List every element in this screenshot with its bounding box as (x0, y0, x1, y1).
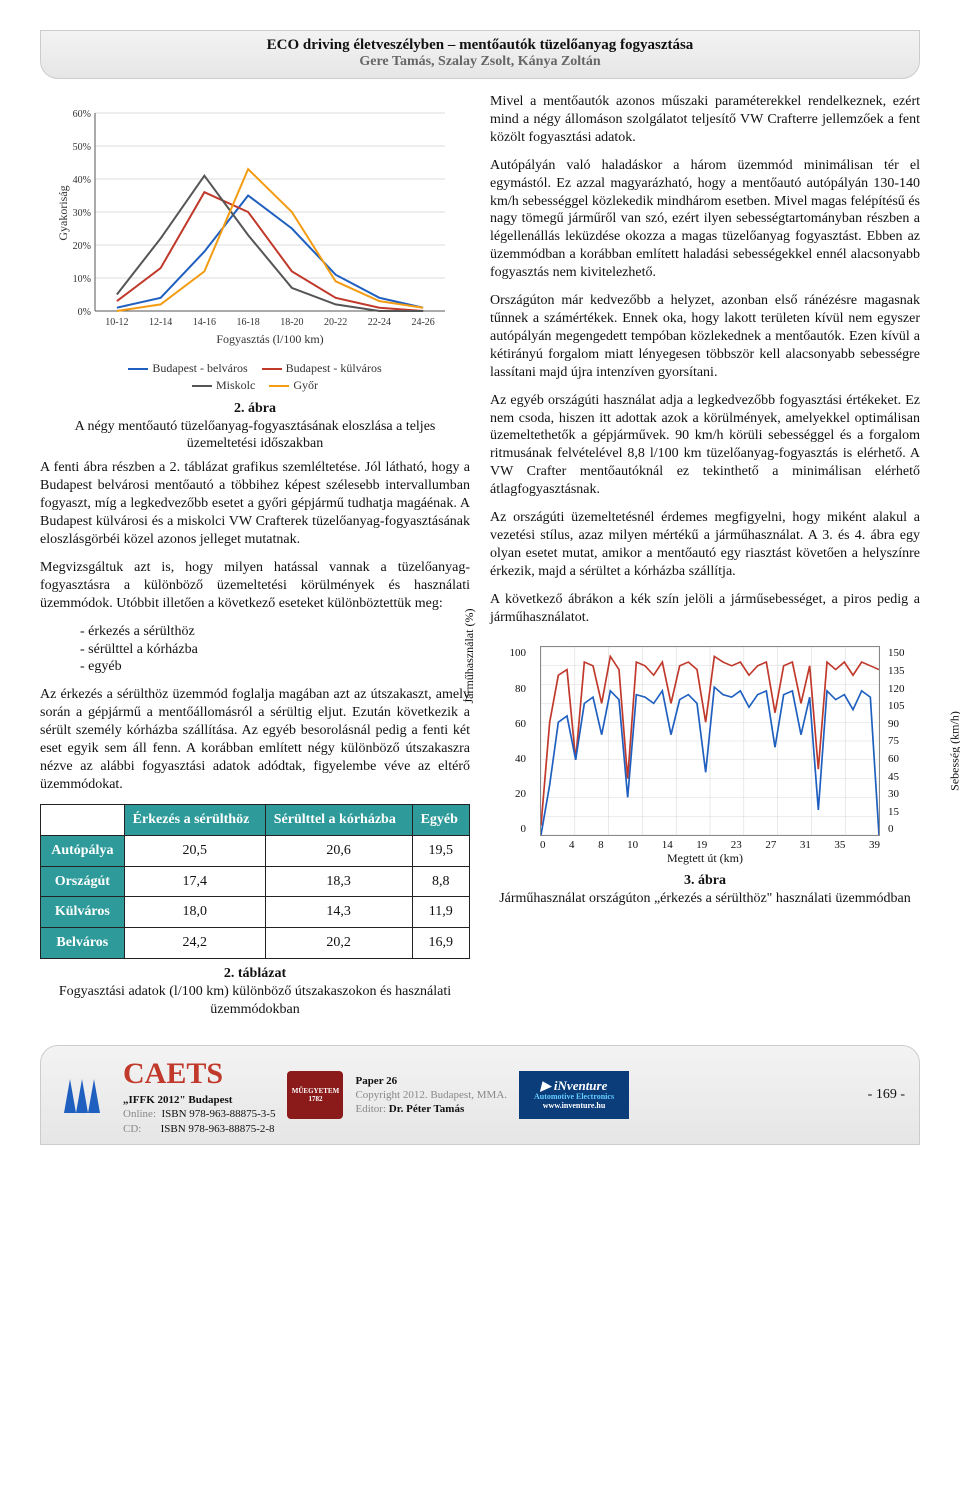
page-footer: CAETS „IFFK 2012" Budapest Online: ISBN … (40, 1045, 920, 1145)
list-item: - sérülttel a kórházba (40, 641, 470, 659)
svg-text:20-22: 20-22 (324, 317, 347, 328)
table-header: Sérülttel a kórházba (265, 804, 412, 835)
list-item: - egyéb (40, 658, 470, 676)
table-row: Külváros18,014,311,9 (41, 897, 470, 928)
figure-3-caption: 3. ábra Járműhasználat országúton „érkez… (490, 872, 920, 908)
table-header: Egyéb (412, 804, 469, 835)
svg-text:16-18: 16-18 (236, 317, 259, 328)
table-row: Országút17,418,38,8 (41, 866, 470, 897)
usage-ylabel-left: Járműhasználat (%) (462, 609, 477, 704)
svg-text:40%: 40% (73, 175, 91, 186)
paragraph: Az érkezés a sérülthöz üzemmód foglalja … (40, 686, 470, 793)
mode-list: - érkezés a sérülthöz- sérülttel a kórhá… (40, 623, 470, 677)
svg-text:14-16: 14-16 (193, 317, 216, 328)
list-item: - érkezés a sérülthöz (40, 623, 470, 641)
paragraph: Az egyéb országúti használat adja a legk… (490, 392, 920, 499)
usage-chart: Járműhasználat (%) Sebesség (km/h) 10080… (490, 636, 920, 866)
logo-icon (55, 1071, 111, 1119)
svg-text:30%: 30% (73, 208, 91, 219)
paragraph: Mivel a mentőautók azonos műszaki paramé… (490, 93, 920, 147)
inventure-logo: ▶ iNventure Automotive Electronics www.i… (519, 1071, 629, 1119)
paragraph: Országúton már kedvezőbb a helyzet, azon… (490, 292, 920, 382)
paragraph: A következő ábrákon a kék szín jelöli a … (490, 591, 920, 627)
svg-text:12-14: 12-14 (149, 317, 172, 328)
table-header: Érkezés a sérülthöz (124, 804, 265, 835)
table-2-caption: 2. táblázat Fogyasztási adatok (l/100 km… (40, 965, 470, 1019)
table-header (41, 804, 125, 835)
page-number: - 169 - (868, 1087, 905, 1103)
usage-yaxis-right: 1501351201059075604530150 (888, 646, 918, 836)
paragraph: Az országúti üzemeltetésnél érdemes megf… (490, 509, 920, 581)
paragraph: Megvizsgáltuk azt is, hogy milyen hatáss… (40, 559, 470, 613)
consumption-table: Érkezés a sérülthözSérülttel a kórházbaE… (40, 804, 470, 960)
figure-2-caption: 2. ábra A négy mentőautó tüzelőanyag-fog… (40, 400, 470, 454)
paragraph: Autópályán való haladáskor a három üzemm… (490, 157, 920, 282)
dist-xlabel: Fogyasztás (l/100 km) (216, 332, 323, 346)
page-header: ECO driving életveszélyben – mentőautók … (40, 30, 920, 79)
svg-text:22-24: 22-24 (368, 317, 391, 328)
paragraph: A fenti ábra részben a 2. táblázat grafi… (40, 459, 470, 549)
svg-text:50%: 50% (73, 142, 91, 153)
dist-ylabel: Gyakoriság (56, 185, 70, 240)
chart-legend-2: MiskolcGyőr (40, 378, 470, 393)
footer-col-1: CAETS „IFFK 2012" Budapest Online: ISBN … (123, 1054, 275, 1136)
footer-col-2: Paper 26 Copyright 2012. Budapest, MMA. … (355, 1074, 507, 1117)
svg-text:18-20: 18-20 (280, 317, 303, 328)
svg-text:0%: 0% (78, 307, 91, 318)
svg-text:20%: 20% (73, 241, 91, 252)
header-authors: Gere Tamás, Szalay Zsolt, Kánya Zoltán (61, 54, 899, 70)
header-title: ECO driving életveszélyben – mentőautók … (61, 37, 899, 54)
table-row: Belváros24,220,216,9 (41, 928, 470, 959)
table-row: Autópálya20,520,619,5 (41, 835, 470, 866)
svg-text:10%: 10% (73, 274, 91, 285)
usage-xlabel: Megtett út (km) (490, 851, 920, 866)
svg-text:24-26: 24-26 (411, 317, 434, 328)
svg-text:60%: 60% (73, 109, 91, 120)
distribution-chart: 0% 10% 20% 30% 40% 50% 60% 10-12 12-14 14-… (40, 93, 470, 353)
svg-text:10-12: 10-12 (105, 317, 128, 328)
usage-yaxis-left: 100806040200 (492, 646, 526, 836)
chart-legend: Budapest - belvárosBudapest - külváros (40, 361, 470, 376)
seal-icon: MŰEGYETEM1782 (287, 1071, 343, 1119)
usage-ylabel-right: Sebesség (km/h) (948, 712, 960, 792)
